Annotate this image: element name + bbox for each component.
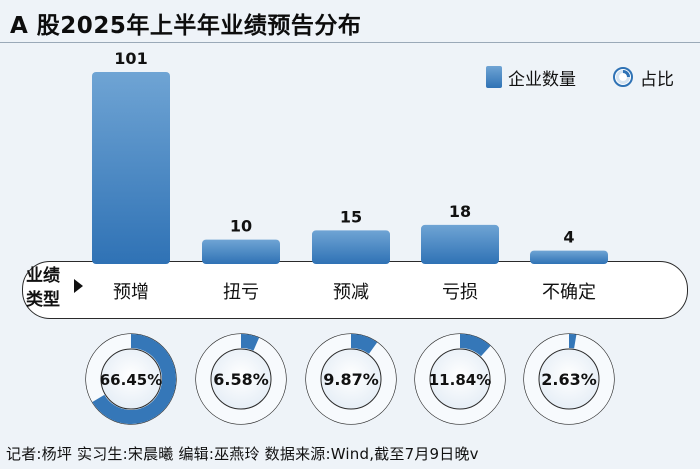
- category-label-3: 预减: [333, 282, 369, 303]
- donut-center: [538, 348, 600, 410]
- bar-3: [312, 230, 390, 264]
- ratio-label-5: 2.63%: [541, 370, 597, 389]
- ratio-donut-5: 2.63%: [523, 333, 615, 425]
- donut-arc: [240, 334, 260, 351]
- ratio-donut-1: 66.45%: [85, 333, 177, 425]
- ratio-label-4: 11.84%: [429, 371, 491, 389]
- donut-arc: [459, 334, 491, 357]
- donut-arc: [92, 334, 176, 424]
- legend-ring-label: 占比: [640, 69, 674, 90]
- bar-value-label-5: 4: [563, 228, 574, 247]
- donut-center: [100, 348, 162, 410]
- category-axis-title: 业绩类型: [26, 266, 60, 310]
- ratio-label-2: 6.58%: [213, 370, 269, 389]
- bar-1: [92, 72, 170, 264]
- bar-5: [530, 250, 608, 264]
- bar-4: [421, 224, 499, 264]
- bar-value-label-2: 10: [230, 217, 252, 236]
- legend-item-ring: 占比: [612, 62, 674, 92]
- legend-item-bar: 企业数量: [486, 62, 576, 92]
- bars-layer: 101 10 15 18 4: [92, 49, 608, 264]
- donut-center: [210, 348, 272, 410]
- bar-2: [202, 239, 280, 264]
- title-divider: [0, 42, 700, 43]
- ratio-label-3: 9.87%: [323, 370, 379, 389]
- donut-center: [320, 348, 382, 410]
- bar-value-label-4: 18: [449, 202, 471, 221]
- bar-value-label-3: 15: [340, 207, 362, 226]
- category-label-4: 亏损: [442, 282, 478, 303]
- chart-title: A 股2025年上半年业绩预告分布: [10, 13, 362, 39]
- donut-arc: [350, 334, 378, 355]
- ratio-donut-3: 9.87%: [305, 333, 397, 425]
- arrow-right-icon: [74, 279, 83, 293]
- bar-value-label-1: 101: [114, 49, 147, 68]
- legend-bar-swatch-icon: [486, 66, 502, 88]
- category-band: [22, 261, 688, 319]
- ratio-label-1: 66.45%: [100, 371, 162, 389]
- ratio-donut-4: 11.84%: [414, 333, 506, 425]
- legend-bar-label: 企业数量: [508, 69, 576, 90]
- category-label-1: 预增: [113, 282, 149, 303]
- category-label-2: 扭亏: [223, 282, 259, 303]
- rings-layer: 66.45% 6.58% 9.87% 11.84% 2.63%: [85, 333, 615, 425]
- credits-footer: 记者:杨坪 实习生:宋晨曦 编辑:巫燕玲 数据来源:Wind,截至7月9日晚v: [6, 445, 479, 463]
- donut-center: [429, 348, 491, 410]
- header: A 股2025年上半年业绩预告分布: [0, 0, 700, 44]
- donut-arc: [568, 334, 577, 349]
- ratio-donut-2: 6.58%: [195, 333, 287, 425]
- legend-ring-swatch-icon: [613, 67, 633, 87]
- category-label-5: 不确定: [542, 282, 596, 303]
